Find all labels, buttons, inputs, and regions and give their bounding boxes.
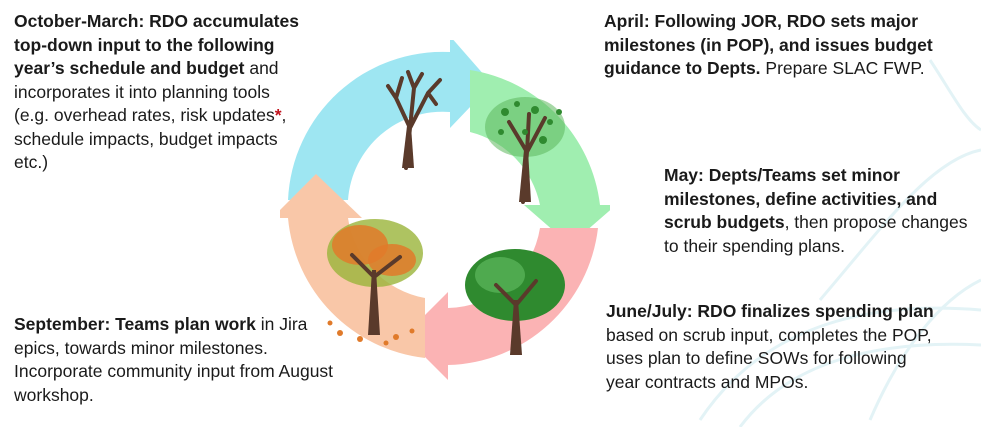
leaf-dot <box>539 136 547 144</box>
cycle-arrow-green <box>470 70 610 245</box>
leaf-dot <box>514 101 520 107</box>
leaf-dot <box>547 119 553 125</box>
october-march-body: and incorporates it into planning tools … <box>14 58 279 125</box>
may-body: , then propose changes to their spending… <box>664 212 968 256</box>
leaf-dot <box>383 340 389 346</box>
october-march-heading: October-March: RDO accumulates top-down … <box>14 11 299 78</box>
full-tree-icon <box>465 249 565 355</box>
leaf-dot <box>501 108 509 116</box>
leaf-dot <box>337 330 343 336</box>
cycle-arrow-blue <box>288 40 492 200</box>
may-text: May: Depts/Teams set minor milestones, d… <box>664 164 974 258</box>
june-july-text: June/July: RDO finalizes spending plan b… <box>606 300 936 394</box>
cycle-diagram <box>280 40 610 380</box>
april-heading: April: Following JOR, RDO sets major mil… <box>604 11 933 78</box>
may-heading: May: Depts/Teams set minor milestones, d… <box>664 165 938 232</box>
september-heading: September: Teams plan work <box>14 314 256 334</box>
september-body: in Jira epics, towards minor milestones.… <box>14 314 334 405</box>
risk-footnote-star: * <box>274 105 282 125</box>
june-july-heading: June/July: RDO finalizes spending plan <box>606 301 934 321</box>
september-text: September: Teams plan work in Jira epics… <box>14 313 334 407</box>
leaf-dot <box>498 129 504 135</box>
leaf-dot <box>556 109 562 115</box>
bare-tree-icon <box>386 70 442 170</box>
april-text: April: Following JOR, RDO sets major mil… <box>604 10 934 81</box>
leaf-dot <box>327 320 333 326</box>
leaf-dot <box>522 129 528 135</box>
october-march-body-cont: , schedule impacts, budget impacts etc.) <box>14 105 287 172</box>
leaf-dot <box>409 328 415 334</box>
april-body: Prepare SLAC FWP. <box>760 58 925 78</box>
june-july-body: based on scrub input, completes the POP,… <box>606 324 932 392</box>
leaf-dot <box>357 336 363 342</box>
leaf-dot <box>393 334 399 340</box>
leaf-dot <box>531 106 539 114</box>
autumn-tree-icon <box>327 219 423 346</box>
october-march-text: October-March: RDO accumulates top-down … <box>14 10 304 175</box>
budding-tree-icon <box>485 97 565 204</box>
